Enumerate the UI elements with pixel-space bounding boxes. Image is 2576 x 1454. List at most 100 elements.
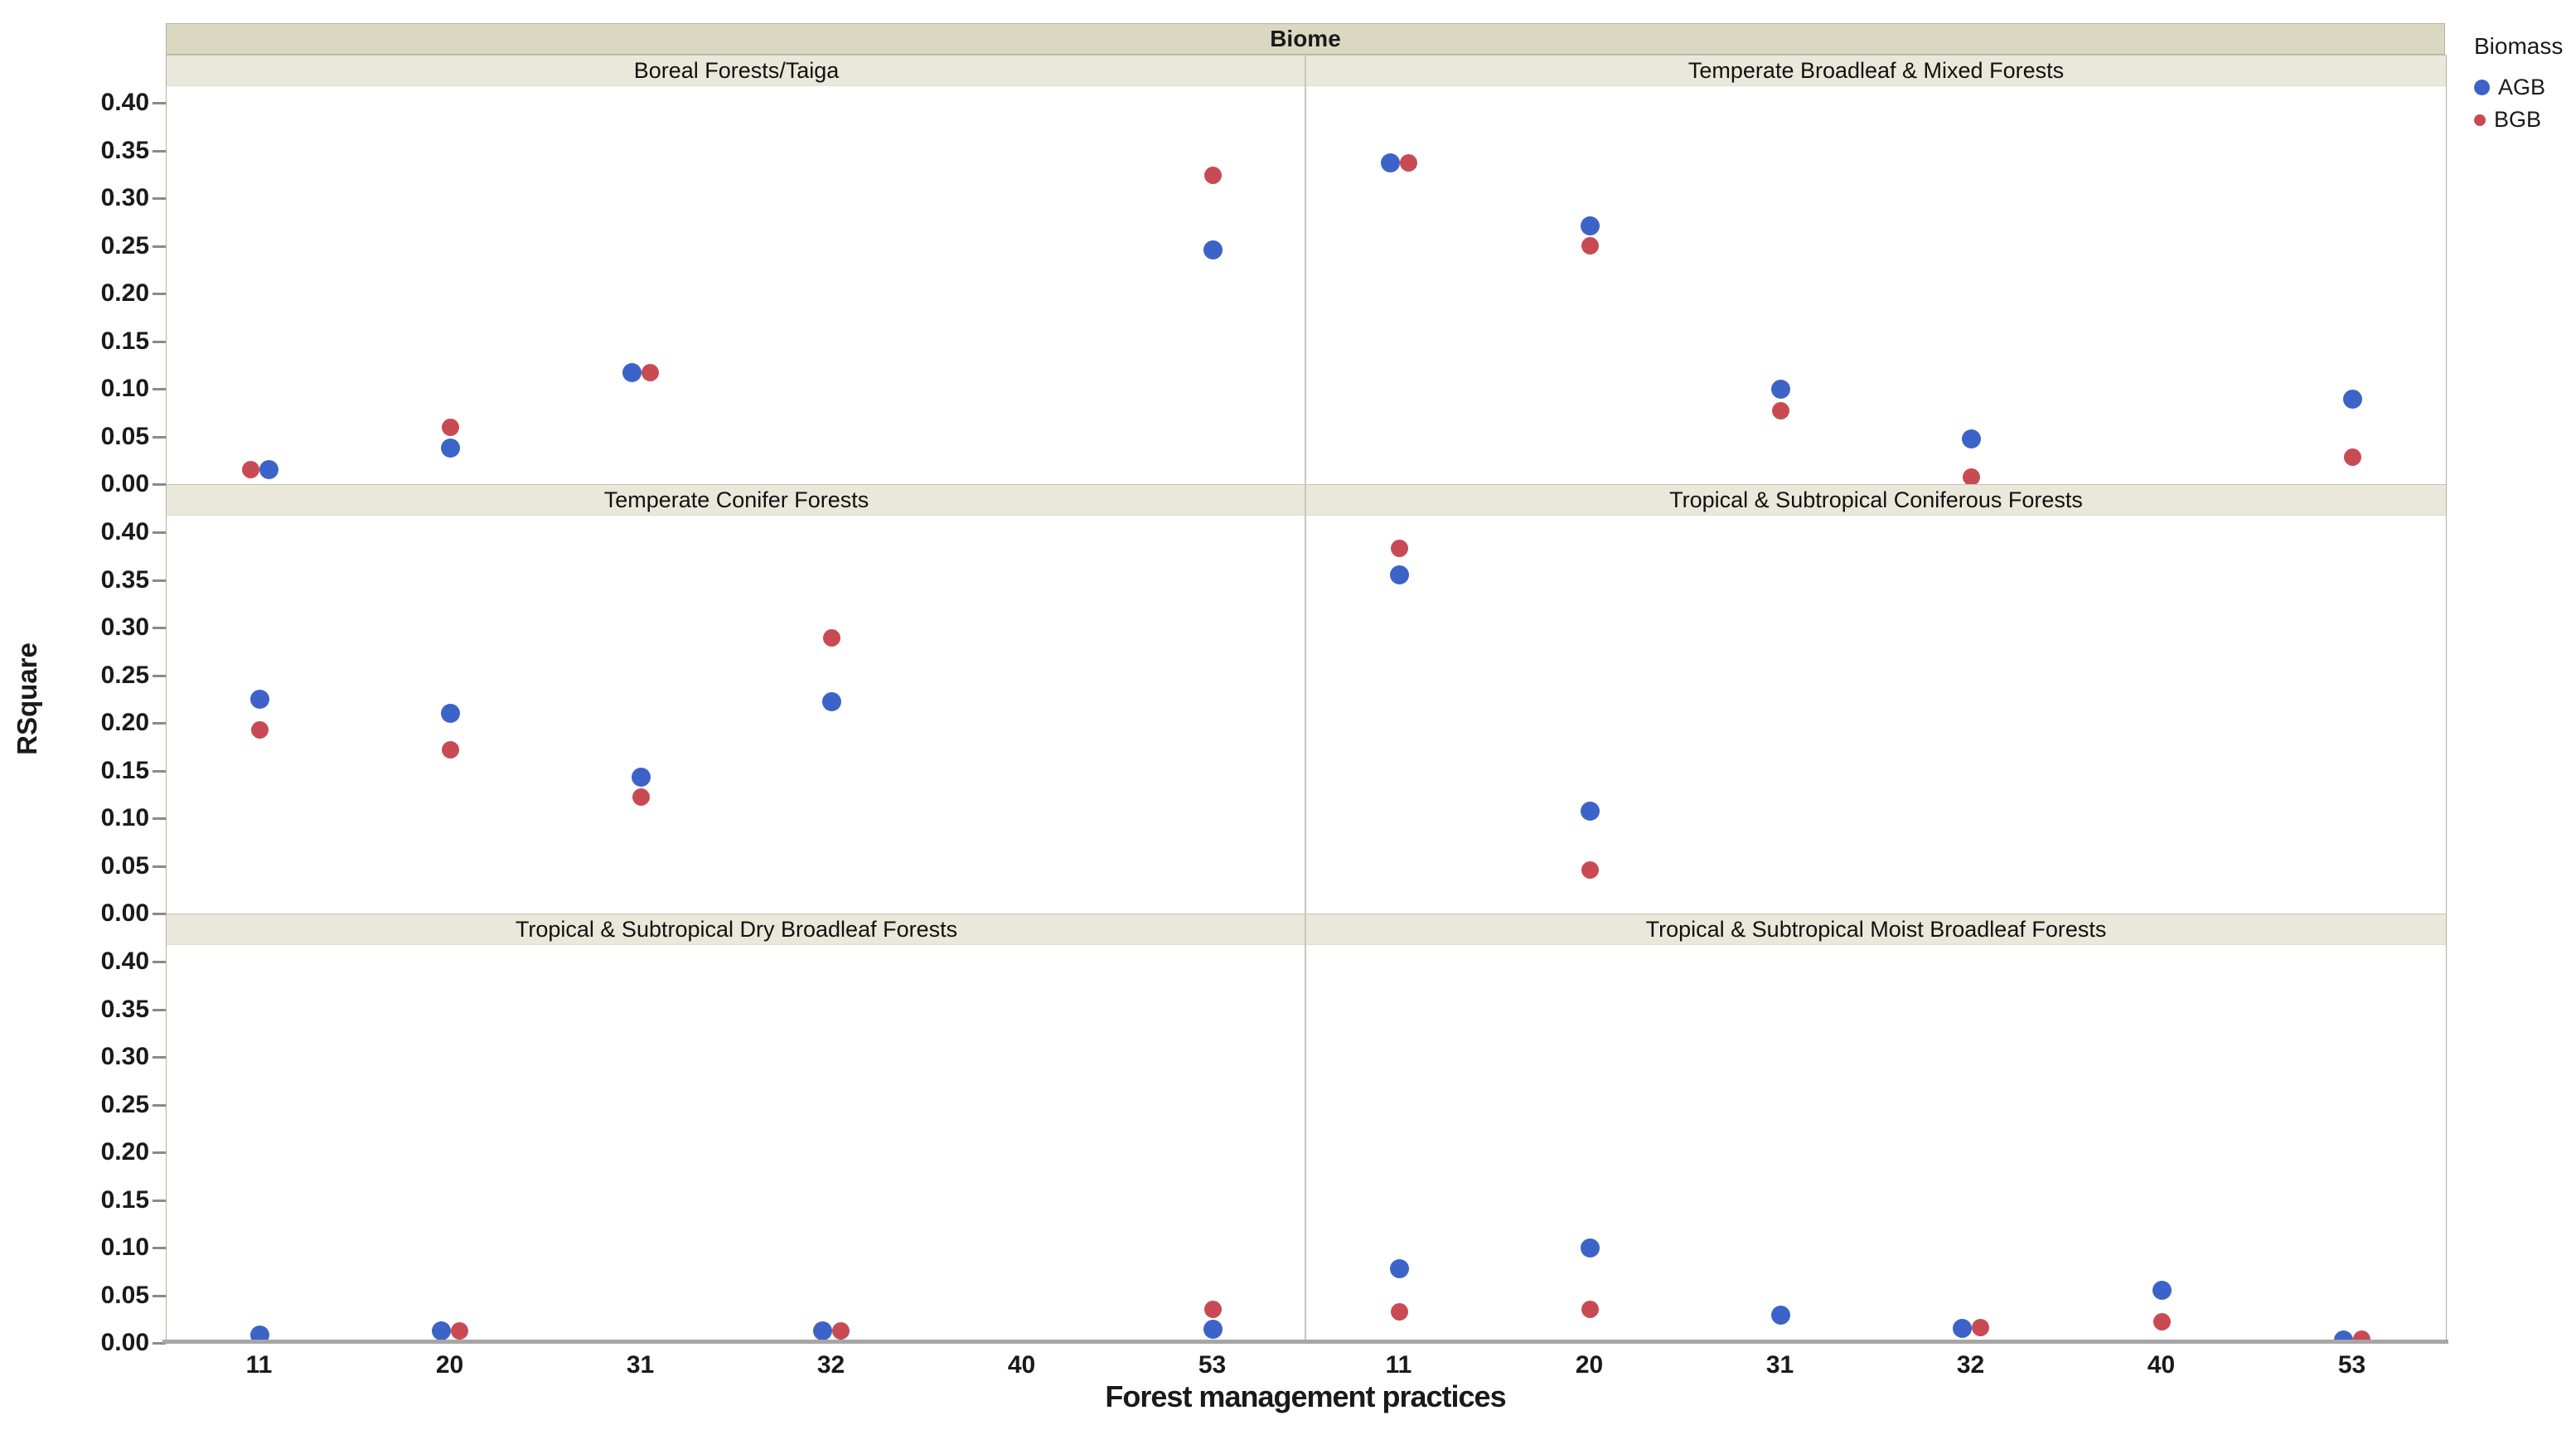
y-tick-label: 0.05 bbox=[100, 1281, 149, 1309]
data-point-bgb[interactable] bbox=[1772, 401, 1789, 419]
x-tick-label: 31 bbox=[626, 1351, 655, 1379]
y-tick-mark bbox=[153, 102, 166, 104]
y-tick-mark bbox=[153, 149, 166, 153]
y-tick-label: 0.30 bbox=[100, 1043, 149, 1070]
data-point-agb[interactable] bbox=[1381, 153, 1400, 172]
data-point-bgb[interactable] bbox=[2344, 448, 2361, 467]
y-tick-mark bbox=[153, 674, 166, 677]
y-tick-mark bbox=[153, 1056, 166, 1059]
data-point-agb[interactable] bbox=[1203, 240, 1223, 259]
x-tick-label: 32 bbox=[1956, 1351, 1985, 1379]
data-point-bgb[interactable] bbox=[1204, 1301, 1222, 1319]
data-point-bgb[interactable] bbox=[1972, 1319, 1989, 1337]
data-point-bgb[interactable] bbox=[1581, 860, 1599, 879]
y-tick-label: 0.10 bbox=[100, 804, 149, 831]
data-point-bgb[interactable] bbox=[242, 461, 259, 479]
y-tick-mark bbox=[153, 865, 166, 868]
data-point-agb[interactable] bbox=[259, 460, 278, 480]
panel-title: Boreal Forests/Taiga bbox=[167, 55, 1306, 86]
data-point-bgb[interactable] bbox=[1391, 540, 1408, 558]
data-point-agb[interactable] bbox=[441, 704, 460, 723]
data-point-bgb[interactable] bbox=[1581, 1301, 1599, 1319]
data-point-bgb[interactable] bbox=[1391, 1302, 1408, 1321]
y-tick-mark bbox=[153, 961, 166, 963]
x-tick-label: 40 bbox=[1007, 1351, 1036, 1379]
data-point-agb[interactable] bbox=[1962, 429, 1981, 449]
panel-tropical-subtropical-coniferous-forests: Tropical & Subtropical Coniferous Forest… bbox=[1306, 484, 2446, 914]
data-point-agb[interactable] bbox=[1390, 1258, 1409, 1278]
y-tick-mark bbox=[153, 340, 166, 343]
x-tick-label: 20 bbox=[435, 1351, 464, 1379]
data-point-bgb[interactable] bbox=[1204, 166, 1222, 184]
facet-header-band: Biome bbox=[166, 23, 2445, 55]
data-point-agb[interactable] bbox=[432, 1321, 451, 1340]
data-point-bgb[interactable] bbox=[1963, 468, 1980, 484]
y-tick-mark bbox=[153, 722, 166, 725]
panel-tropical-subtropical-moist-broadleaf-forests: Tropical & Subtropical Moist Broadleaf F… bbox=[1306, 914, 2446, 1343]
panel-plot-area bbox=[1306, 86, 2446, 484]
panel-plot-area bbox=[167, 516, 1306, 914]
data-point-agb[interactable] bbox=[1771, 1306, 1790, 1326]
bgb-marker-icon bbox=[2474, 114, 2486, 126]
data-point-agb[interactable] bbox=[1581, 216, 1600, 235]
data-point-agb[interactable] bbox=[1581, 1238, 1600, 1258]
data-point-bgb[interactable] bbox=[1581, 237, 1599, 254]
x-tick-label: 31 bbox=[1765, 1351, 1794, 1379]
y-tick-label: 0.25 bbox=[100, 661, 149, 689]
data-point-bgb[interactable] bbox=[1400, 153, 1417, 172]
data-point-agb[interactable] bbox=[250, 1326, 269, 1343]
data-point-bgb[interactable] bbox=[832, 1321, 850, 1340]
data-point-bgb[interactable] bbox=[2153, 1313, 2171, 1331]
data-point-agb[interactable] bbox=[441, 438, 460, 458]
y-tick-label: 0.25 bbox=[100, 1090, 149, 1118]
data-point-bgb[interactable] bbox=[442, 418, 459, 436]
facet-header-label: Biome bbox=[1270, 26, 1341, 51]
data-point-bgb[interactable] bbox=[642, 363, 659, 381]
data-point-bgb[interactable] bbox=[823, 629, 840, 647]
legend-item-bgb[interactable]: BGB bbox=[2474, 107, 2563, 133]
panel-title: Tropical & Subtropical Dry Broadleaf For… bbox=[167, 914, 1306, 945]
data-point-agb[interactable] bbox=[622, 362, 642, 382]
x-tick-label: 40 bbox=[2147, 1351, 2176, 1379]
y-tick-label: 0.40 bbox=[100, 89, 149, 116]
data-point-bgb[interactable] bbox=[251, 720, 269, 739]
y-tick-mark bbox=[153, 1294, 166, 1297]
legend-item-label: BGB bbox=[2494, 107, 2542, 132]
data-point-agb[interactable] bbox=[1771, 379, 1790, 399]
data-point-bgb[interactable] bbox=[442, 740, 459, 759]
panel-plot-area bbox=[167, 945, 1306, 1343]
y-tick-label: 0.35 bbox=[100, 565, 149, 594]
y-tick-label: 0.05 bbox=[100, 851, 149, 880]
x-tick-label: 11 bbox=[245, 1351, 273, 1379]
data-point-agb[interactable] bbox=[2343, 390, 2362, 410]
panel-temperate-broadleaf-mixed-forests: Temperate Broadleaf & Mixed Forests bbox=[1306, 55, 2446, 484]
data-point-agb[interactable] bbox=[1581, 802, 1600, 822]
data-point-agb[interactable] bbox=[2152, 1281, 2172, 1301]
data-point-agb[interactable] bbox=[822, 692, 841, 712]
y-tick-mark bbox=[153, 1247, 166, 1249]
data-point-agb[interactable] bbox=[250, 689, 269, 709]
y-tick-mark bbox=[153, 1342, 166, 1345]
y-tick-mark bbox=[153, 1199, 166, 1202]
panel-plot-area bbox=[167, 86, 1306, 484]
data-point-agb[interactable] bbox=[1390, 565, 1409, 585]
y-tick-mark bbox=[153, 245, 166, 248]
legend-item-agb[interactable]: AGB bbox=[2474, 75, 2563, 100]
y-tick-label: 0.20 bbox=[100, 709, 149, 736]
data-point-agb[interactable] bbox=[1203, 1320, 1223, 1340]
y-tick-mark bbox=[153, 293, 166, 295]
data-point-agb[interactable] bbox=[813, 1321, 832, 1340]
y-tick-label: 0.10 bbox=[100, 375, 149, 402]
y-tick-label: 0.30 bbox=[100, 184, 149, 211]
x-tick-label: 11 bbox=[1385, 1351, 1412, 1379]
data-point-agb[interactable] bbox=[632, 768, 651, 788]
y-tick-mark bbox=[153, 531, 166, 534]
data-point-bgb[interactable] bbox=[451, 1321, 468, 1340]
y-tick-label: 0.05 bbox=[100, 422, 149, 450]
x-tick-label: 53 bbox=[2337, 1351, 2366, 1379]
y-tick-label: 0.35 bbox=[100, 136, 149, 164]
data-point-agb[interactable] bbox=[1953, 1319, 1972, 1339]
data-point-bgb[interactable] bbox=[632, 788, 650, 807]
y-tick-label: 0.40 bbox=[100, 518, 149, 545]
y-tick-label: 0.25 bbox=[100, 231, 149, 259]
